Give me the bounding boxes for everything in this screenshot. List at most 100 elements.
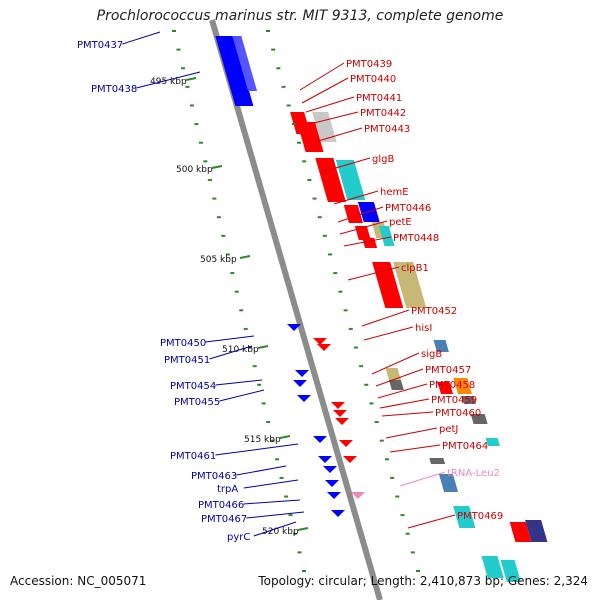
guide-dot xyxy=(390,476,395,479)
label-connector xyxy=(385,427,438,439)
guide-dot xyxy=(212,197,217,200)
guide-dot xyxy=(353,346,358,349)
guide-dot xyxy=(203,160,208,163)
gene-label-forward: PMT0441 xyxy=(356,93,402,104)
map-title: Prochlorococcus marinus str. MIT 9313, c… xyxy=(96,8,504,24)
feature-block xyxy=(500,560,521,582)
guide-dot xyxy=(374,421,379,424)
gene-label-reverse: pyrC xyxy=(227,532,250,543)
feature-arrow xyxy=(343,456,357,463)
feature-block xyxy=(470,414,488,424)
gene-label-reverse: PMT0466 xyxy=(198,500,244,511)
feature-arrow xyxy=(327,492,341,499)
feature-arrow xyxy=(335,418,349,425)
label-connector xyxy=(389,444,441,453)
feature-layer xyxy=(215,36,548,582)
guide-dot xyxy=(291,123,296,126)
guide-dot xyxy=(405,532,410,535)
feature-block xyxy=(215,36,254,106)
feature-arrow xyxy=(325,480,339,487)
gene-label-forward: PMT0460 xyxy=(435,408,481,419)
gene-label-forward: sigB xyxy=(421,349,442,360)
guide-dot xyxy=(284,495,289,498)
gene-label-reverse: PMT0454 xyxy=(170,381,216,392)
feature-block xyxy=(388,380,404,390)
gene-label-forward: PMT0457 xyxy=(425,365,471,376)
label-connector xyxy=(347,266,400,281)
guide-dot xyxy=(297,141,302,144)
guide-dot xyxy=(395,495,400,498)
guide-dot xyxy=(230,272,235,275)
gene-label-forward: PMT0446 xyxy=(385,203,431,214)
gene-label-forward: PMT0458 xyxy=(429,380,475,391)
gene-label-forward: petJ xyxy=(439,424,458,435)
gene-label-forward: clpB1 xyxy=(401,263,429,274)
label-connector xyxy=(339,220,388,235)
feature-block xyxy=(362,238,378,248)
label-connector xyxy=(219,389,265,402)
label-connector xyxy=(363,326,414,341)
guide-dot xyxy=(302,160,307,163)
connector-layer xyxy=(122,31,456,537)
feature-block xyxy=(393,262,427,308)
gene-label-forward: glgB xyxy=(372,154,394,165)
feature-arrow xyxy=(317,344,331,351)
feature-block xyxy=(335,160,366,200)
feature-arrow xyxy=(313,436,327,443)
feature-block xyxy=(438,474,459,492)
gene-label-forward: PMT0442 xyxy=(360,108,406,119)
tick-label: 495 kbp xyxy=(150,77,187,87)
label-layer: PMT0439 PMT0440 PMT0441 PMT0442 PMT0443 glgB h… xyxy=(77,40,503,543)
feature-block xyxy=(453,506,476,528)
tick-mark xyxy=(257,345,269,349)
guide-dot xyxy=(317,216,322,219)
tick-mark xyxy=(297,527,309,531)
gene-label-reverse: PMT0467 xyxy=(201,514,247,525)
guide-dot xyxy=(369,402,374,405)
tick-label: 520 kbp xyxy=(262,527,299,537)
label-connector xyxy=(361,309,410,327)
genome-backbone xyxy=(209,19,383,600)
gene-label-forward: petE xyxy=(389,217,412,228)
guide-dot xyxy=(252,365,257,368)
guide-dot xyxy=(225,253,230,256)
label-connector xyxy=(381,411,434,417)
label-connector xyxy=(309,111,359,125)
guide-dot xyxy=(180,67,185,70)
guide-dot xyxy=(185,85,190,88)
label-connector xyxy=(301,77,349,104)
feature-block xyxy=(354,226,371,240)
guide-dot xyxy=(410,551,415,554)
feature-block xyxy=(485,438,500,446)
feature-block xyxy=(312,112,337,142)
guide-dot xyxy=(198,141,203,144)
feature-block xyxy=(525,520,548,542)
guide-dot xyxy=(312,197,317,200)
label-connector xyxy=(343,236,392,247)
label-connector xyxy=(314,127,363,143)
gene-label-forward: PMT0452 xyxy=(411,306,457,317)
guide-dot xyxy=(243,327,248,330)
gene-label-forward: PMT0459 xyxy=(431,395,477,406)
label-connector xyxy=(305,96,355,113)
feature-arrow xyxy=(331,510,345,517)
label-connector xyxy=(299,62,345,91)
feature-arrow xyxy=(295,370,309,377)
label-connector xyxy=(122,31,161,45)
guide-dot xyxy=(322,234,327,237)
feature-arrow xyxy=(293,380,307,387)
feature-block xyxy=(385,368,401,380)
feature-arrow xyxy=(333,410,347,417)
guide-dot xyxy=(302,570,306,572)
gene-label-forward: PMT0443 xyxy=(364,124,410,135)
tick-mark xyxy=(239,255,251,259)
gene-label-forward: PMT0464 xyxy=(442,441,488,452)
label-connector xyxy=(321,157,371,173)
label-connector xyxy=(377,383,428,399)
guide-dot xyxy=(234,290,239,293)
label-connector xyxy=(215,443,299,456)
guide-dot xyxy=(359,365,364,368)
guide-dot xyxy=(207,178,212,181)
guide-dot xyxy=(271,48,276,51)
